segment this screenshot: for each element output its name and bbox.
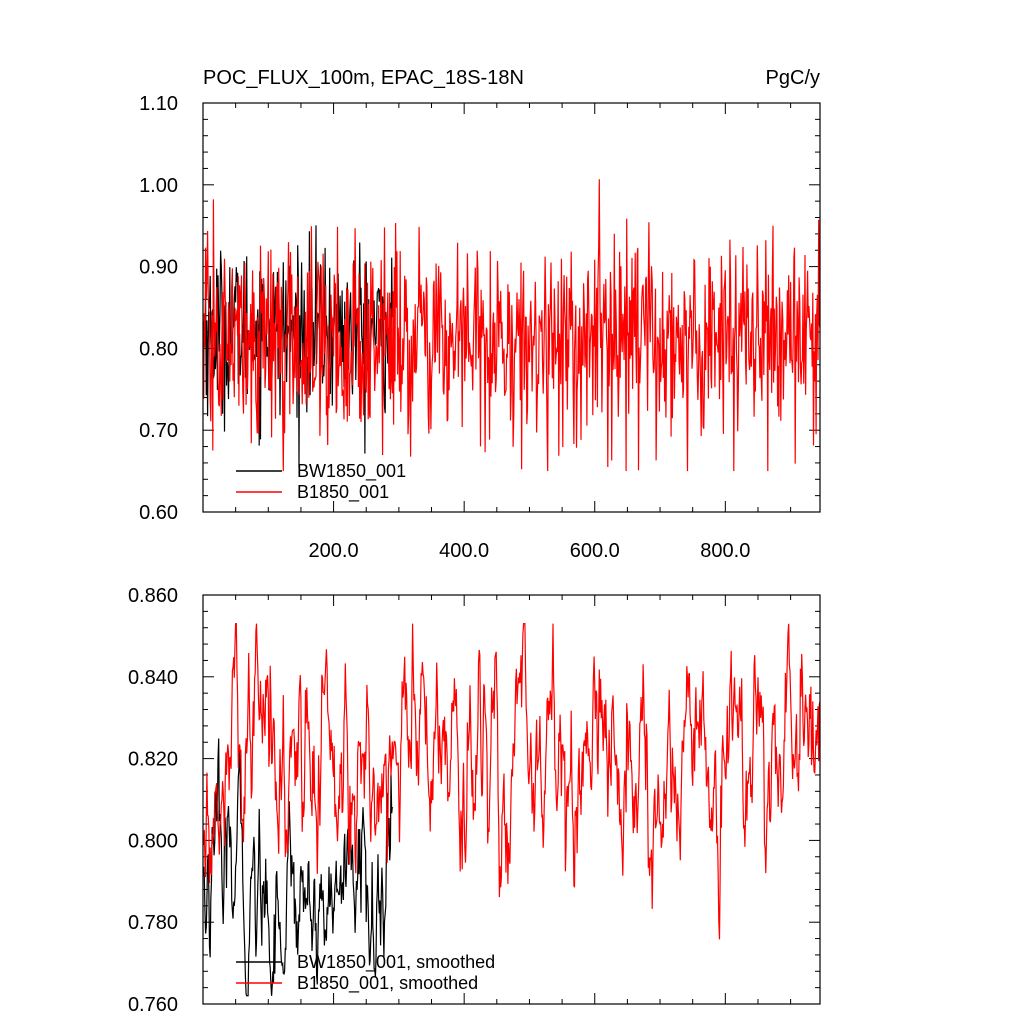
top-y-tick-label: 1.00 [139,175,178,197]
top-y-tick-label: 0.60 [139,502,178,524]
top-legend: BW1850_001 B1850_001 [236,461,406,503]
top-x-tick-label: 200.0 [309,540,359,562]
bottom-y-tick-label: 0.860 [128,585,178,607]
top-plot-frame [202,102,821,513]
bottom-series-line-b1850-001-smoothed [203,623,820,940]
top-x-tick-label: 800.0 [700,540,750,562]
bottom-axis-ticks: 0.760 0.780 0.800 0.820 0.840 0.860 [128,585,820,1016]
bottom-legend: BW1850_001, smoothed B1850_001, smoothed [236,952,495,994]
bottom-y-tick-label: 0.780 [128,912,178,934]
legend-label-bw1850-smoothed: BW1850_001, smoothed [297,952,495,973]
bottom-y-tick-label: 0.800 [128,830,178,852]
legend-label-b1850-smoothed: B1850_001, smoothed [297,973,478,994]
legend-label-b1850: B1850_001 [297,482,389,503]
top-y-tick-label: 0.70 [139,420,178,442]
units-label: PgC/y [766,67,820,89]
top-y-tick-label: 0.90 [139,257,178,279]
bottom-series-line-bw1850-001-smoothed [203,738,393,997]
bottom-y-tick-label: 0.760 [128,994,178,1016]
bottom-series-group [203,623,820,997]
top-series-line-bw1850-001 [203,225,393,468]
top-y-tick-label: 1.10 [139,93,178,115]
top-series-group [203,179,820,472]
top-panel: POC_FLUX_100m, EPAC_18S-18N PgC/y 0.600.… [139,67,821,562]
bottom-y-tick-label: 0.840 [128,667,178,689]
top-series-line-b1850-001 [203,179,820,472]
top-x-tick-label: 400.0 [439,540,489,562]
chart-title: POC_FLUX_100m, EPAC_18S-18N [203,67,524,89]
legend-label-bw1850: BW1850_001 [297,461,406,482]
top-x-tick-label: 600.0 [570,540,620,562]
bottom-y-tick-label: 0.820 [128,749,178,771]
top-axis-ticks: 0.60 0.70 0.80 0.90 1.00 1.10 200.0 400.0 600.0 8… [139,93,820,562]
top-y-tick-label: 0.80 [139,338,178,360]
bottom-plot-frame [202,594,821,1005]
bottom-panel: 0.760 0.780 0.800 0.820 0.840 0.860 BW1850_00… [128,585,821,1016]
